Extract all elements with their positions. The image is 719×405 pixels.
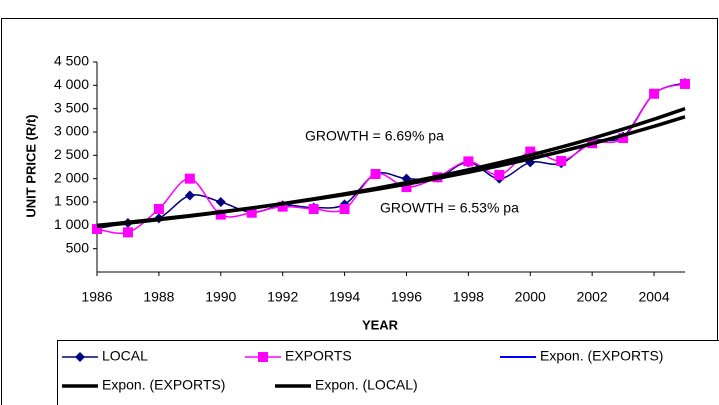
y-tick-label: 500: [66, 239, 90, 255]
marker-square: [494, 169, 505, 180]
marker-square: [339, 204, 350, 214]
x-tick-label: 1988: [143, 289, 174, 305]
marker-square: [308, 204, 319, 214]
marker-square: [215, 209, 226, 220]
marker-diamond: [184, 190, 195, 201]
marker-square: [618, 133, 629, 144]
y-tick-label: 4 000: [54, 76, 89, 92]
marker-square: [649, 88, 660, 99]
marker-square: [401, 182, 412, 193]
x-tick-label: 2004: [638, 289, 669, 305]
y-tick-label: 4 500: [54, 53, 89, 69]
marker-square: [92, 224, 102, 235]
x-tick-label: 1994: [329, 289, 360, 305]
marker-square: [556, 155, 567, 166]
marker-square: [525, 146, 536, 157]
annotation: GROWTH = 6.69% pa: [305, 128, 444, 144]
legend-box: [57, 340, 719, 405]
x-tick-label: 1996: [391, 289, 422, 305]
x-tick-label: 2002: [577, 289, 608, 305]
x-tick-label: 1990: [205, 289, 236, 305]
trend-line: [96, 115, 686, 228]
marker-diamond: [215, 197, 226, 207]
y-tick-label: 3 500: [54, 99, 89, 115]
x-tick-label: 1992: [267, 289, 298, 305]
marker-diamond: [75, 352, 85, 362]
y-axis-title: UNIT PRICE (R/t): [23, 114, 38, 217]
y-tick-label: 1 500: [54, 193, 89, 209]
legend-label: LOCAL: [102, 348, 148, 364]
y-tick-label: 1 000: [54, 216, 89, 232]
y-tick-label: 2 000: [54, 169, 89, 185]
legend-label: Expon. (EXPORTS): [540, 348, 663, 364]
marker-square: [463, 156, 474, 167]
chart-frame: [1, 18, 718, 405]
legend-label: Expon. (EXPORTS): [102, 377, 225, 393]
x-axis-title: YEAR: [362, 317, 399, 332]
marker-square: [277, 201, 288, 212]
x-tick-label: 2000: [515, 289, 546, 305]
legend-label: Expon. (LOCAL): [315, 377, 418, 393]
legend-label: EXPORTS: [285, 348, 352, 364]
annotation: GROWTH = 6.53% pa: [380, 200, 519, 216]
marker-square: [680, 78, 690, 89]
marker-square: [370, 169, 381, 179]
x-tick-label: 1986: [81, 289, 112, 305]
marker-square: [258, 352, 268, 362]
marker-square: [184, 173, 195, 184]
y-tick-label: 3 000: [54, 123, 89, 139]
marker-square: [246, 207, 257, 218]
x-tick-label: 1998: [453, 289, 484, 305]
marker-square: [122, 227, 133, 238]
marker-square: [153, 204, 164, 214]
y-tick-label: 2 500: [54, 146, 89, 162]
